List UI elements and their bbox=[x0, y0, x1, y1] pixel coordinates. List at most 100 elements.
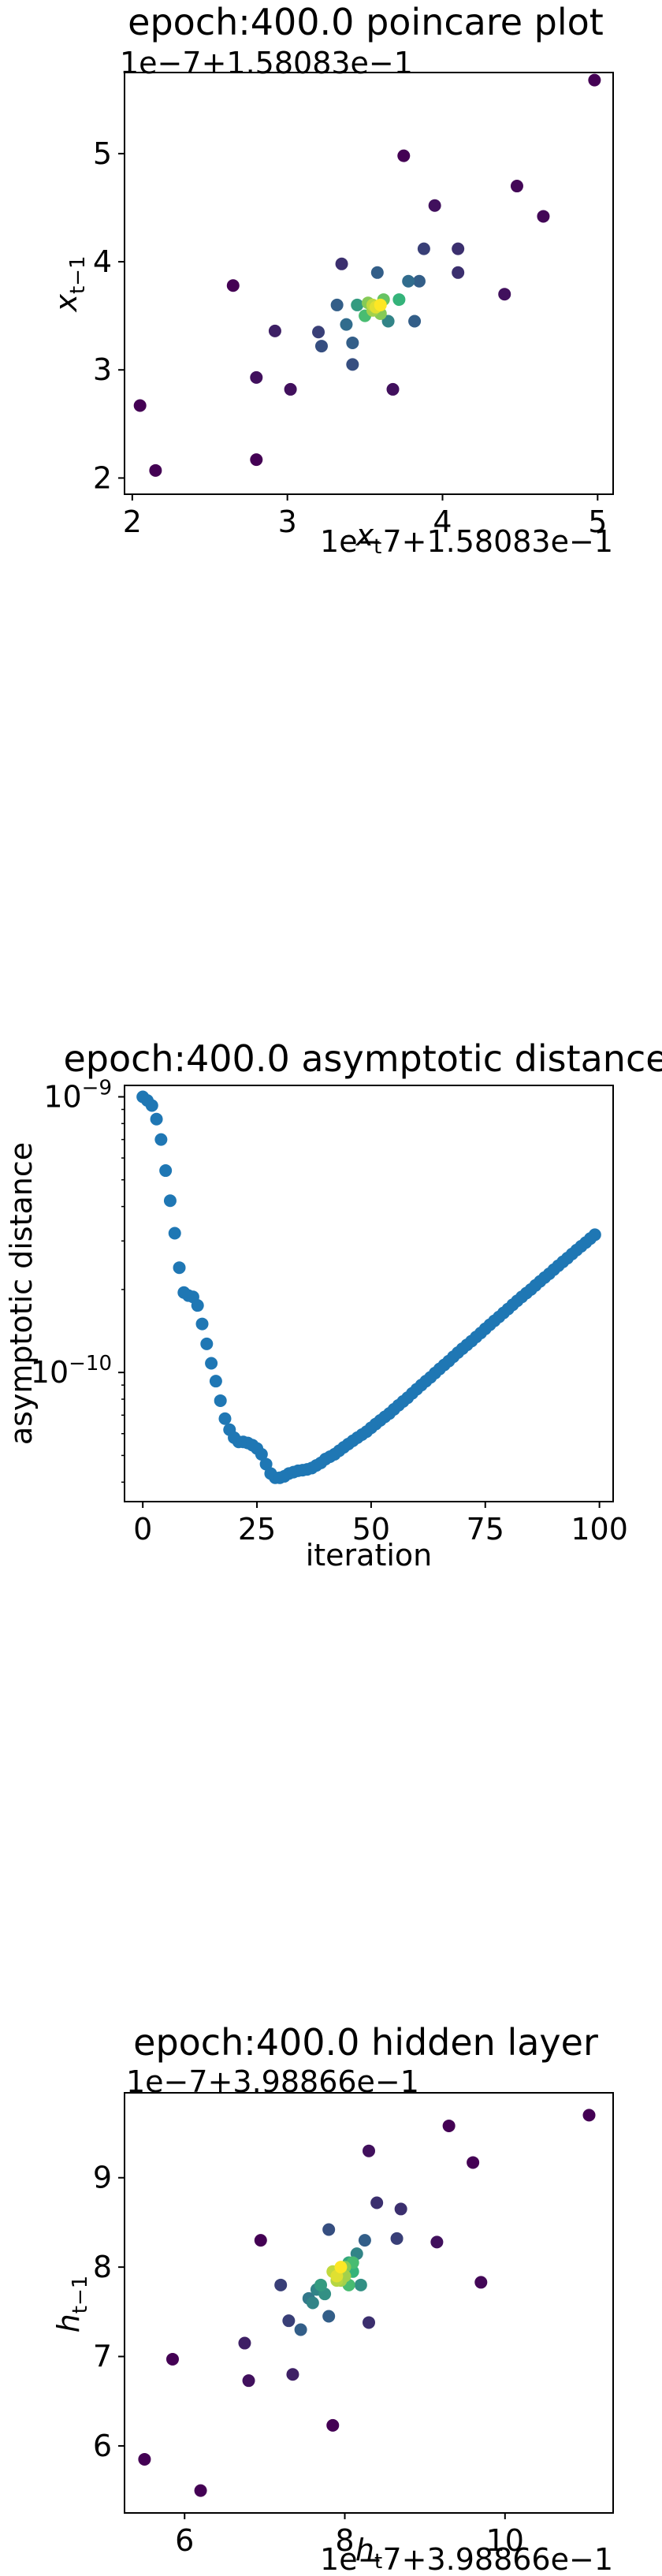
asymptotic-x-tick-label: 0 bbox=[133, 1512, 152, 1547]
poincare-point bbox=[588, 73, 601, 87]
poincare-point bbox=[330, 298, 344, 311]
poincare-x-offset-text: 1e−7+1.58083e−1 bbox=[320, 524, 613, 559]
hidden-point bbox=[326, 2418, 340, 2432]
asymptotic-point bbox=[173, 1261, 186, 1275]
hidden-point bbox=[370, 2196, 384, 2209]
asymptotic-distance-title: epoch:400.0 asymptotic distance bbox=[63, 1037, 662, 1080]
hidden-points bbox=[138, 2109, 596, 2497]
poincare-point bbox=[397, 149, 411, 162]
asymptotic-x-tick-label: 75 bbox=[467, 1512, 504, 1547]
asymptotic-y-axis-label: asymptotic distance bbox=[4, 1142, 39, 1445]
poincare-point bbox=[386, 382, 400, 396]
asymptotic-points bbox=[136, 1090, 601, 1484]
hidden-point bbox=[238, 2336, 251, 2350]
poincare-point bbox=[370, 266, 384, 279]
hidden-point bbox=[363, 2144, 375, 2157]
poincare-point bbox=[226, 279, 240, 292]
hidden-x-tick-label: 10 bbox=[486, 2523, 524, 2558]
hidden-y-tick-label: 8 bbox=[93, 2250, 112, 2284]
hidden-point bbox=[430, 2235, 444, 2249]
hidden-point bbox=[166, 2352, 179, 2366]
poincare-point bbox=[268, 324, 281, 337]
hidden-x-axis-label: ht bbox=[355, 2533, 382, 2574]
asymptotic-x-axis-label: iteration bbox=[306, 1538, 433, 1573]
poincare-point bbox=[381, 315, 395, 328]
hidden-point bbox=[322, 2310, 336, 2323]
hidden-point bbox=[314, 2278, 328, 2291]
hidden-point bbox=[254, 2234, 267, 2247]
hidden-y-tick-label: 6 bbox=[93, 2429, 112, 2463]
asymptotic-point bbox=[159, 1164, 173, 1178]
poincare-points bbox=[133, 73, 601, 477]
hidden-point bbox=[442, 2119, 456, 2132]
asymptotic-point bbox=[205, 1357, 218, 1370]
hidden-point bbox=[306, 2296, 319, 2310]
poincare-point bbox=[133, 399, 147, 412]
asymptotic-point bbox=[145, 1099, 158, 1112]
poincare-point bbox=[250, 370, 263, 384]
asymptotic-point bbox=[154, 1133, 168, 1146]
poincare-plot-frame bbox=[124, 72, 614, 495]
asymptotic-ticks: 0 25 50 75 100 10−10 10−9 bbox=[31, 1076, 628, 1547]
hidden-point bbox=[274, 2278, 288, 2291]
poincare-point bbox=[537, 210, 550, 223]
poincare-point bbox=[335, 257, 348, 270]
hidden-point bbox=[282, 2314, 296, 2328]
poincare-y-tick-label: 3 bbox=[93, 352, 112, 387]
poincare-point bbox=[452, 266, 465, 279]
asymptotic-point bbox=[191, 1299, 204, 1312]
poincare-point bbox=[312, 326, 325, 339]
asymptotic-plot-frame bbox=[124, 1085, 614, 1502]
poincare-y-offset-text: 1e−7+1.58083e−1 bbox=[120, 46, 413, 80]
poincare-y-axis-label: xt−1 bbox=[49, 255, 90, 312]
asymptotic-x-tick-label: 25 bbox=[238, 1512, 276, 1547]
poincare-point bbox=[417, 242, 430, 255]
asymptotic-point bbox=[214, 1394, 227, 1407]
hidden-ticks: 6 8 10 6 7 8 9 bbox=[93, 2161, 524, 2558]
hidden-y-offset-text: 1e−7+3.98866e−1 bbox=[126, 2064, 419, 2099]
asymptotic-x-tick-label: 100 bbox=[571, 1512, 628, 1547]
hidden-point bbox=[334, 2261, 348, 2274]
asymptotic-distance-panel: epoch:400.0 asymptotic distance 0 25 50 75 1… bbox=[4, 1037, 662, 1573]
hidden-layer-panel: epoch:400.0 hidden layer 1e−7+3.98866e−1… bbox=[51, 2021, 614, 2576]
poincare-y-tick-label: 5 bbox=[93, 136, 112, 171]
poincare-x-tick-label: 5 bbox=[588, 504, 607, 539]
hidden-point bbox=[363, 2316, 375, 2329]
asymptotic-x-tick-label: 50 bbox=[352, 1512, 390, 1547]
hidden-point bbox=[474, 2276, 488, 2289]
asymptotic-point bbox=[195, 1317, 209, 1331]
poincare-x-axis-label: xt bbox=[355, 518, 382, 559]
asymptotic-y-tick-label: 10−9 bbox=[43, 1076, 112, 1114]
poincare-point bbox=[284, 382, 297, 396]
poincare-point bbox=[250, 453, 263, 467]
poincare-point bbox=[340, 318, 353, 331]
poincare-plot-title: epoch:400.0 poincare plot bbox=[128, 1, 604, 43]
asymptotic-point bbox=[168, 1227, 181, 1240]
hidden-point bbox=[322, 2223, 336, 2236]
poincare-y-tick-label: 4 bbox=[93, 244, 112, 279]
hidden-point bbox=[242, 2374, 255, 2388]
poincare-point bbox=[498, 288, 511, 301]
hidden-point bbox=[138, 2452, 151, 2466]
hidden-y-axis-label: ht−1 bbox=[51, 2276, 92, 2333]
hidden-point bbox=[294, 2323, 307, 2336]
asymptotic-point bbox=[218, 1412, 232, 1425]
hidden-point bbox=[390, 2232, 404, 2245]
hidden-x-offset-text: 1e−7+3.98866e−1 bbox=[320, 2542, 613, 2576]
poincare-ticks: 2 3 4 5 2 3 4 5 bbox=[93, 136, 608, 539]
asymptotic-point bbox=[255, 1447, 268, 1461]
poincare-x-tick-label: 2 bbox=[123, 504, 142, 539]
poincare-point bbox=[149, 463, 162, 477]
hidden-plot-frame bbox=[124, 2092, 614, 2514]
poincare-point bbox=[402, 274, 415, 288]
poincare-point bbox=[374, 298, 387, 311]
hidden-x-tick-label: 6 bbox=[175, 2523, 194, 2558]
asymptotic-point bbox=[150, 1112, 163, 1126]
hidden-point bbox=[194, 2484, 207, 2497]
poincare-plot-panel: epoch:400.0 poincare plot 1e−7+1.58083e−… bbox=[49, 1, 614, 559]
poincare-point bbox=[428, 199, 441, 212]
poincare-point bbox=[392, 293, 406, 307]
hidden-x-tick-label: 8 bbox=[335, 2523, 354, 2558]
poincare-point bbox=[408, 315, 422, 328]
